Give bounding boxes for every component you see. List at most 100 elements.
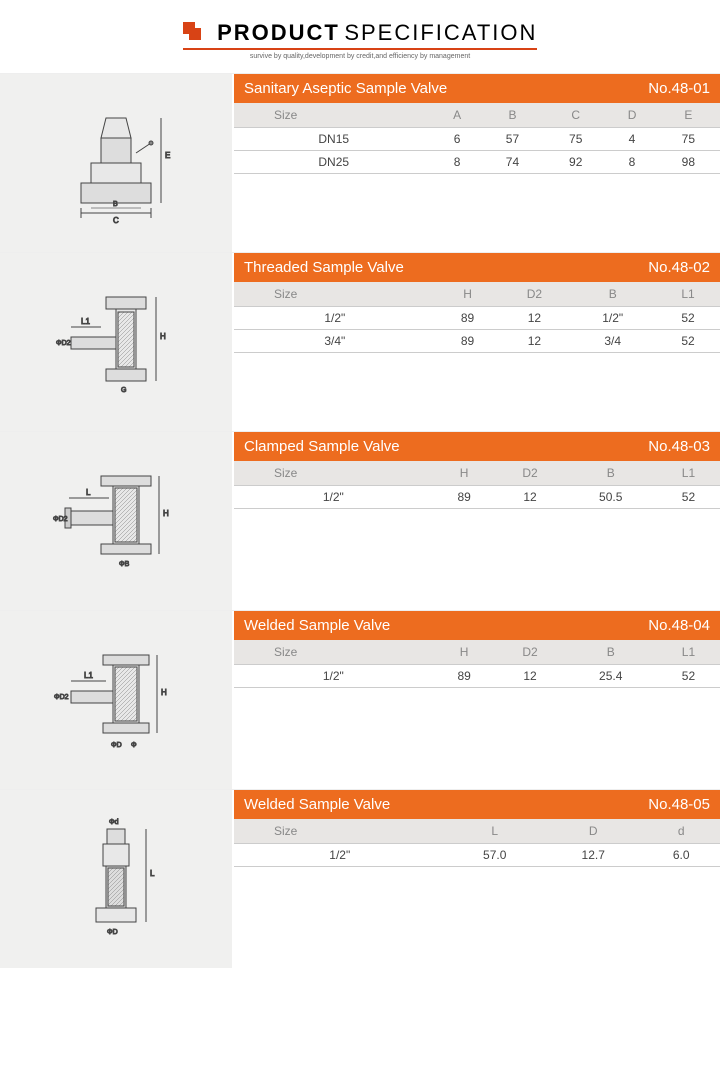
table-cell-value: 12 [496, 665, 565, 688]
svg-text:H: H [160, 332, 166, 341]
diagram-cell: H L ΦD2 ΦB [0, 432, 232, 610]
svg-text:ΦD2: ΦD2 [56, 340, 71, 347]
title-spec: SPECIFICATION [344, 20, 537, 45]
col-header: L1 [657, 640, 720, 665]
svg-text:L1: L1 [84, 671, 93, 680]
table-cell: Welded Sample ValveNo.48-05SizeLDd1/2"57… [234, 790, 720, 968]
col-header: L1 [656, 282, 720, 307]
spec-section: H L1 ΦD2 ΦD Φ Welded Sample ValveNo.48-0… [0, 610, 720, 789]
diagram-cell: L Φd ΦD [0, 790, 232, 968]
svg-text:G: G [121, 387, 126, 394]
spec-table: SizeHD2BL11/2"891250.552 [234, 461, 720, 509]
spec-table: SizeHD2BL11/2"891225.452 [234, 640, 720, 688]
col-header: D2 [496, 640, 565, 665]
table-cell-value: 6.0 [642, 844, 720, 867]
table-title-bar: Sanitary Aseptic Sample Valve No.48-01 [234, 74, 720, 103]
col-header: Size [234, 461, 433, 486]
table-cell-value: 4 [607, 128, 656, 151]
svg-text:L1: L1 [81, 317, 90, 326]
table-cell-value: 98 [657, 151, 720, 174]
table-row: 1/2"891225.452 [234, 665, 720, 688]
spec-table: SizeABCDEDN1565775475DN2587492898 [234, 103, 720, 174]
svg-text:E: E [165, 151, 170, 160]
table-cell-value: 75 [657, 128, 720, 151]
table-cell-value: 52 [656, 330, 720, 353]
spec-section: L Φd ΦD Welded Sample ValveNo.48-05SizeL… [0, 789, 720, 968]
table-cell-value: 12 [500, 330, 570, 353]
product-title: Threaded Sample Valve [244, 259, 404, 276]
table-cell-value: 89 [433, 665, 496, 688]
product-number: No.48-02 [648, 259, 710, 276]
product-number: No.48-01 [648, 80, 710, 97]
table-cell: Welded Sample ValveNo.48-04SizeHD2BL11/2… [234, 611, 720, 789]
table-cell-value: 52 [657, 665, 720, 688]
table-cell-value: 25.4 [564, 665, 656, 688]
table-row: 1/2"891250.552 [234, 486, 720, 509]
table-cell-value: 57 [481, 128, 544, 151]
table-cell-value: 3/4" [234, 330, 436, 353]
table-cell-value: 75 [544, 128, 607, 151]
diagram-cell: C B E [0, 74, 232, 252]
svg-text:ΦB: ΦB [119, 561, 130, 568]
table-cell: Threaded Sample ValveNo.48-02SizeHD2BL11… [234, 253, 720, 431]
svg-text:ΦD: ΦD [107, 929, 118, 936]
table-title-bar: Threaded Sample Valve No.48-02 [234, 253, 720, 282]
table-cell-value: 3/4 [569, 330, 656, 353]
svg-text:C: C [113, 216, 119, 225]
svg-text:H: H [161, 688, 167, 697]
table-cell-value: 12 [500, 307, 570, 330]
spec-table: SizeHD2BL11/2"89121/2"523/4"89123/452 [234, 282, 720, 353]
table-cell-value: 1/2" [569, 307, 656, 330]
table-cell-value: 74 [481, 151, 544, 174]
table-cell-value: 12 [496, 486, 565, 509]
col-header: H [433, 461, 496, 486]
table-row: DN2587492898 [234, 151, 720, 174]
table-row: 1/2"89121/2"52 [234, 307, 720, 330]
product-number: No.48-03 [648, 438, 710, 455]
spec-section: C B E Sanitary Aseptic Sample Valve No.48… [0, 73, 720, 252]
table-cell-value: 8 [433, 151, 480, 174]
col-header: B [569, 282, 656, 307]
svg-text:Φ: Φ [131, 742, 137, 749]
col-header: E [657, 103, 720, 128]
table-cell-value: 1/2" [234, 665, 433, 688]
col-header: H [436, 282, 500, 307]
table-row: DN1565775475 [234, 128, 720, 151]
logo-icon [183, 22, 205, 44]
product-title: Welded Sample Valve [244, 796, 390, 813]
col-header: Size [234, 819, 445, 844]
table-cell-value: 1/2" [234, 844, 445, 867]
table-cell-value: 89 [433, 486, 496, 509]
table-cell-value: 57.0 [445, 844, 543, 867]
diagram-cell: H L1 ΦD2 G [0, 253, 232, 431]
table-cell-value: 52 [656, 307, 720, 330]
svg-text:ΦD2: ΦD2 [53, 516, 68, 523]
table-cell-value: 92 [544, 151, 607, 174]
table-cell-value: 12.7 [544, 844, 642, 867]
col-header: Size [234, 103, 433, 128]
col-header: B [564, 640, 656, 665]
table-cell-value: 89 [436, 307, 500, 330]
col-header: L1 [657, 461, 720, 486]
spec-table: SizeLDd1/2"57.012.76.0 [234, 819, 720, 867]
col-header: D2 [500, 282, 570, 307]
table-cell: Clamped Sample ValveNo.48-03SizeHD2BL11/… [234, 432, 720, 610]
col-header: B [564, 461, 656, 486]
table-cell-value: 6 [433, 128, 480, 151]
product-title: Sanitary Aseptic Sample Valve [244, 80, 447, 97]
svg-text:ΦD: ΦD [111, 742, 122, 749]
table-title-bar: Clamped Sample ValveNo.48-03 [234, 432, 720, 461]
table-cell-value: 89 [436, 330, 500, 353]
svg-text:L: L [86, 488, 91, 497]
svg-text:B: B [113, 201, 118, 208]
table-row: 3/4"89123/452 [234, 330, 720, 353]
table-cell-value: DN15 [234, 128, 433, 151]
table-title-bar: Welded Sample ValveNo.48-05 [234, 790, 720, 819]
product-number: No.48-04 [648, 617, 710, 634]
table-cell: Sanitary Aseptic Sample Valve No.48-01 Siz… [234, 74, 720, 252]
table-cell-value: 50.5 [564, 486, 656, 509]
svg-text:H: H [163, 509, 169, 518]
subtitle: survive by quality,development by credit… [183, 53, 538, 60]
table-cell-value: 8 [607, 151, 656, 174]
col-header: H [433, 640, 496, 665]
